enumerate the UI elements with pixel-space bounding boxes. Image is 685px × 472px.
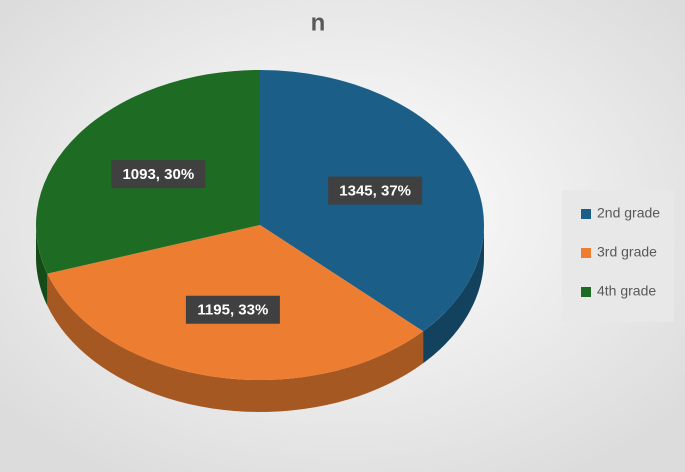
legend xyxy=(562,190,674,322)
chart-title: n xyxy=(311,9,326,36)
legend-label: 4th grade xyxy=(597,283,656,299)
slice-side xyxy=(36,225,48,306)
legend-label: 2nd grade xyxy=(597,205,660,221)
legend-swatch xyxy=(581,209,591,219)
legend-swatch xyxy=(581,287,591,297)
data-label-box xyxy=(111,160,206,189)
slice-side xyxy=(47,273,424,412)
data-label: 1195, 33% xyxy=(197,302,268,319)
data-label-box xyxy=(328,176,423,205)
data-label: 1345, 37% xyxy=(339,183,411,200)
slice-side xyxy=(423,225,484,364)
data-label-box xyxy=(185,295,280,324)
data-label: 1093, 30% xyxy=(122,166,194,183)
legend-swatch xyxy=(581,248,591,258)
legend-label: 3rd grade xyxy=(597,244,657,260)
